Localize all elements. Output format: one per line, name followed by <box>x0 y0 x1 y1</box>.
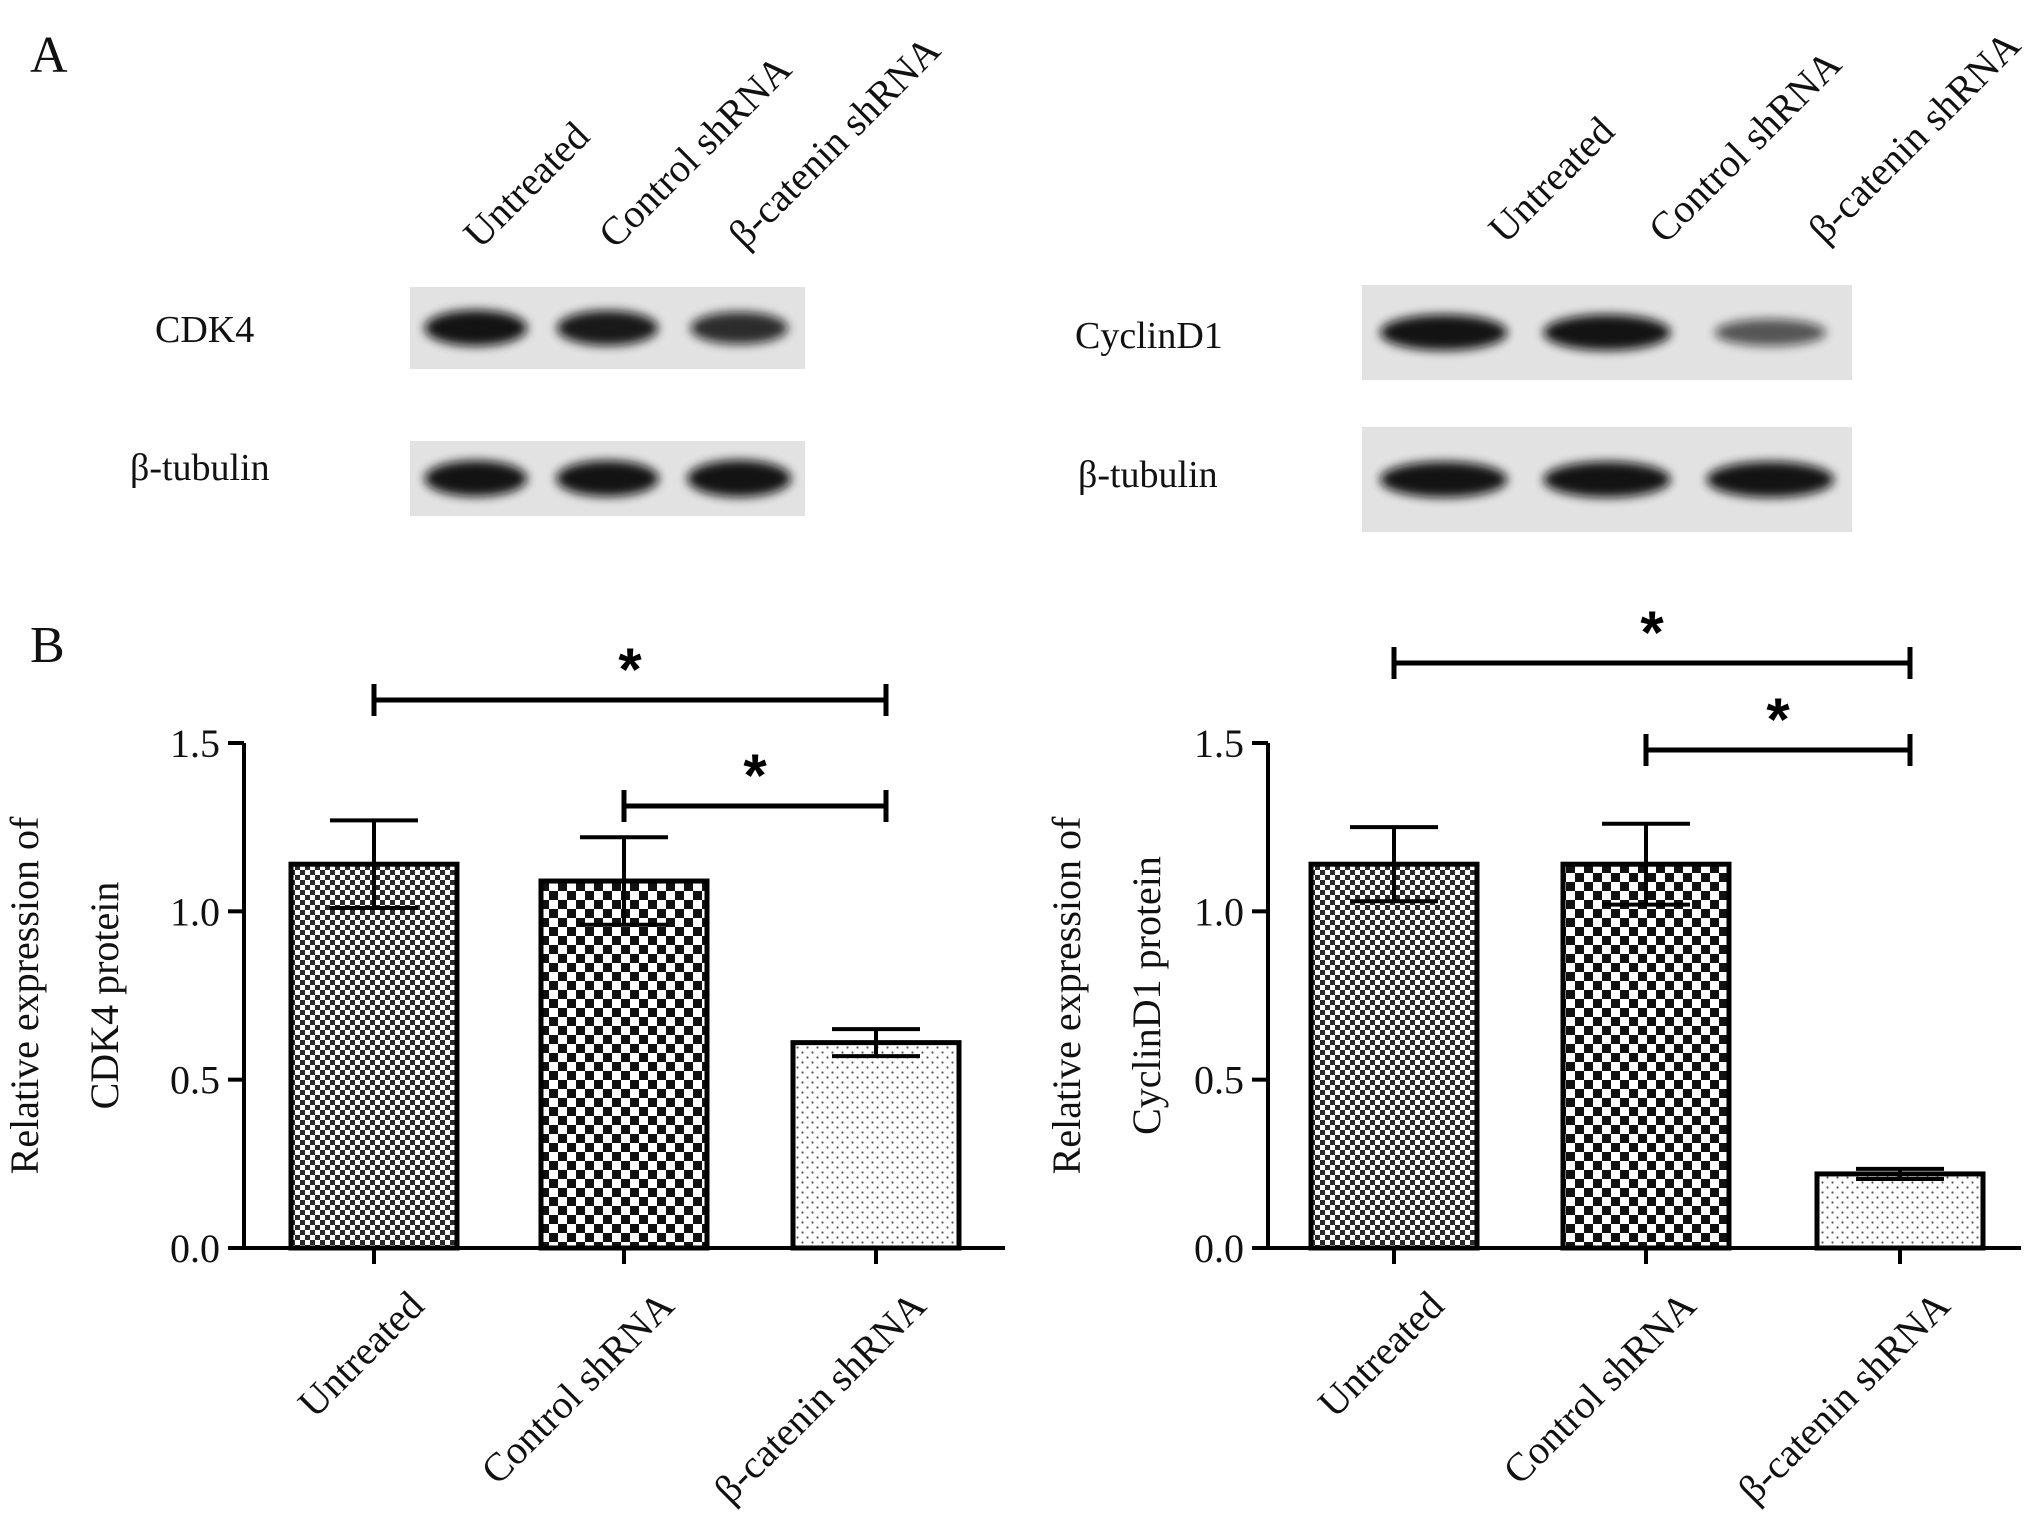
blot-band <box>1714 319 1827 346</box>
significance-star: * <box>1766 686 1790 753</box>
blot-band <box>1379 461 1508 498</box>
y-tick-label: 0.5 <box>1194 1058 1244 1103</box>
blot-band <box>1706 461 1835 498</box>
significance-star: * <box>743 742 767 809</box>
bar <box>538 878 710 1251</box>
blot-band <box>424 310 528 346</box>
chart-1: 0.0 0.5 1.0 1.5 Relative expression of CDK4 p… <box>2 636 1005 1512</box>
y-tick-label: 0.0 <box>1194 1226 1244 1271</box>
blot-band <box>1379 314 1508 351</box>
panel-label-a: A <box>30 27 68 84</box>
x-tick-label: Untreated <box>289 1283 432 1426</box>
blot-band <box>1543 314 1671 351</box>
blot-band <box>424 460 528 497</box>
x-tick-label: β-catenin shRNA <box>705 1282 934 1511</box>
lane-label: β-catenin shRNA <box>1800 22 2029 251</box>
y-axis-label: CyclinD1 protein <box>1124 856 1169 1135</box>
blot-band <box>687 460 792 497</box>
y-tick-label: 1.0 <box>170 889 220 934</box>
blot-band <box>556 310 659 346</box>
y-axis-label: Relative expression of <box>1044 816 1089 1174</box>
y-axis-label: CDK4 protein <box>82 882 127 1110</box>
blot-row-label: β-tubulin <box>1078 454 1218 496</box>
blot-row-label: β-tubulin <box>130 447 270 489</box>
y-tick-label: 0.0 <box>170 1226 220 1271</box>
significance-star: * <box>618 636 642 703</box>
blot-row-label: CyclinD1 <box>1075 315 1223 357</box>
lane-label: Untreated <box>1480 108 1623 251</box>
lane-label: Untreated <box>455 113 598 256</box>
x-tick-label: Untreated <box>1309 1283 1452 1426</box>
x-tick-label: β-catenin shRNA <box>1729 1282 1958 1511</box>
bar <box>790 1040 962 1251</box>
blot-band <box>1543 461 1671 498</box>
bar <box>288 861 460 1251</box>
panel-label-b: B <box>30 617 65 674</box>
x-tick-label: Control shRNA <box>1494 1282 1704 1492</box>
y-axis-label: Relative expression of <box>2 816 47 1174</box>
bar <box>1308 861 1480 1251</box>
y-tick-label: 1.0 <box>1194 889 1244 934</box>
bar <box>1560 861 1732 1251</box>
y-tick-label: 1.5 <box>170 721 220 766</box>
significance-star: * <box>1640 599 1664 666</box>
blot-band <box>556 460 659 497</box>
bar <box>1814 1171 1986 1251</box>
blot-row-label: CDK4 <box>155 309 254 351</box>
x-tick-label: Control shRNA <box>472 1282 682 1492</box>
y-tick-label: 1.5 <box>1194 721 1244 766</box>
y-tick-label: 0.5 <box>170 1058 220 1103</box>
chart-2: 0.0 0.5 1.0 1.5 Relative expression of Cyclin… <box>1044 599 2021 1512</box>
bar-charts: 0.0 0.5 1.0 1.5 Relative expression of CDK4 p… <box>2 599 2021 1512</box>
blot-band <box>690 311 788 345</box>
